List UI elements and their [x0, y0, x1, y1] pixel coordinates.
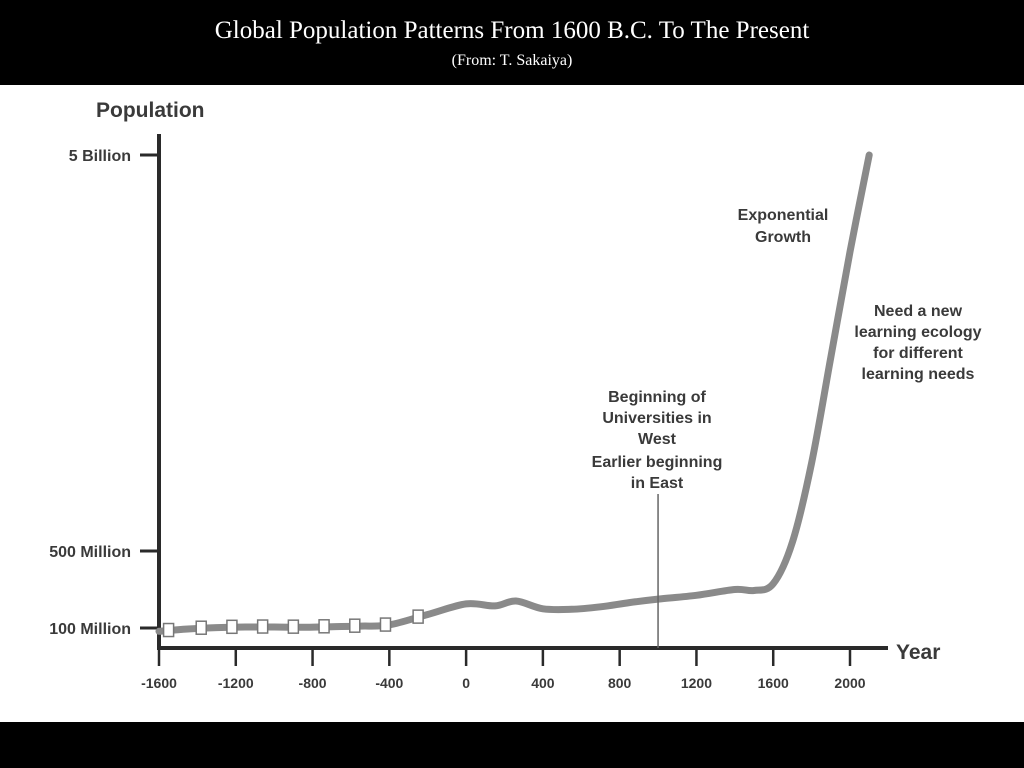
slide-header: Global Population Patterns From 1600 B.C… — [0, 0, 1024, 85]
annotation-universities-line: West — [638, 431, 677, 448]
population-line — [155, 151, 873, 635]
data-point-marker — [195, 620, 207, 635]
annotation-exponential-line: Exponential — [738, 207, 829, 224]
x-tick-label: 1200 — [681, 675, 712, 691]
x-tick-label: -800 — [299, 675, 327, 691]
annotation-new-ecology-line: for different — [873, 345, 963, 362]
data-point-marker — [412, 609, 424, 624]
y-axis-title: Population — [96, 99, 205, 122]
data-point-marker — [379, 617, 392, 632]
x-tick-label: 1600 — [758, 675, 789, 691]
x-tick-label: 800 — [608, 675, 632, 691]
data-point-marker — [287, 619, 300, 634]
x-axis-title: Year — [896, 641, 940, 664]
bottom-bar — [0, 722, 1024, 768]
x-tick-label: 400 — [531, 675, 555, 691]
annotation-universities-line: Beginning of — [608, 389, 706, 406]
annotation-new-ecology-line: learning ecology — [854, 324, 981, 341]
y-tick-label: 100 Million — [49, 621, 131, 638]
annotation-universities-line: Universities in — [602, 410, 711, 427]
x-tick-label: -1200 — [218, 675, 254, 691]
data-point-marker — [226, 619, 238, 635]
y-tick-label: 5 Billion — [69, 148, 131, 165]
annotation-universities-line: Earlier beginning — [592, 454, 723, 471]
y-tick-label: 500 Million — [49, 544, 131, 561]
annotation-new-ecology-line: learning needs — [862, 366, 975, 383]
data-point-marker — [318, 619, 330, 634]
x-tick-label: 2000 — [834, 675, 865, 691]
data-point-marker — [349, 618, 361, 633]
x-tick-label: -400 — [375, 675, 403, 691]
annotation-new-ecology-line: Need a new — [874, 303, 963, 320]
x-tick-label: 0 — [462, 675, 470, 691]
data-point-marker — [162, 622, 175, 638]
data-point-marker — [256, 619, 269, 634]
slide-title: Global Population Patterns From 1600 B.C… — [214, 17, 810, 44]
annotation-universities-line: in East — [631, 475, 684, 492]
x-tick-label: -1600 — [141, 675, 177, 691]
annotation-exponential-line: Growth — [755, 229, 811, 246]
slide-subtitle: (From: T. Sakaiya) — [451, 52, 573, 69]
population-chart: Population Year 100 Million 500 Million 5 Bi… — [49, 99, 981, 691]
chart-panel: Population Year 100 Million 500 Million 5 Bi… — [0, 85, 1024, 722]
